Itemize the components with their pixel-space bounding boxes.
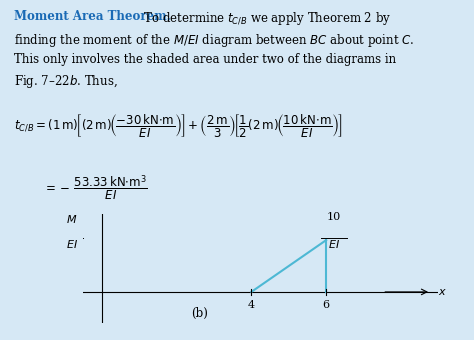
Text: 6: 6 [323,300,330,310]
Text: 4: 4 [248,300,255,310]
Text: To determine $t_{C/B}$ we apply Theorem 2 by: To determine $t_{C/B}$ we apply Theorem … [140,10,391,27]
Text: (b): (b) [191,307,208,320]
Text: 10: 10 [327,212,341,222]
Text: $EI$: $EI$ [66,238,78,250]
Text: $= -\,\dfrac{53.33\,\mathrm{kN{\cdot}m}^3}{EI}$: $= -\,\dfrac{53.33\,\mathrm{kN{\cdot}m}^… [43,173,147,203]
Text: $M$: $M$ [66,212,77,224]
Text: $EI$: $EI$ [328,238,340,250]
Text: $t_{C/B} = (1\,\mathrm{m})\!\left[(2\,\mathrm{m})\!\left(\dfrac{-30\,\mathrm{kN{: $t_{C/B} = (1\,\mathrm{m})\!\left[(2\,\m… [14,112,343,139]
Text: finding the moment of the $M/EI$ diagram between $BC$ about point $C$.: finding the moment of the $M/EI$ diagram… [14,32,415,49]
Text: Moment Area Theorem.: Moment Area Theorem. [14,10,171,23]
Text: $x$: $x$ [438,287,447,297]
Text: This only involves the shaded area under two of the diagrams in: This only involves the shaded area under… [14,53,396,66]
Text: Fig. 7–22$b$. Thus,: Fig. 7–22$b$. Thus, [14,73,118,90]
